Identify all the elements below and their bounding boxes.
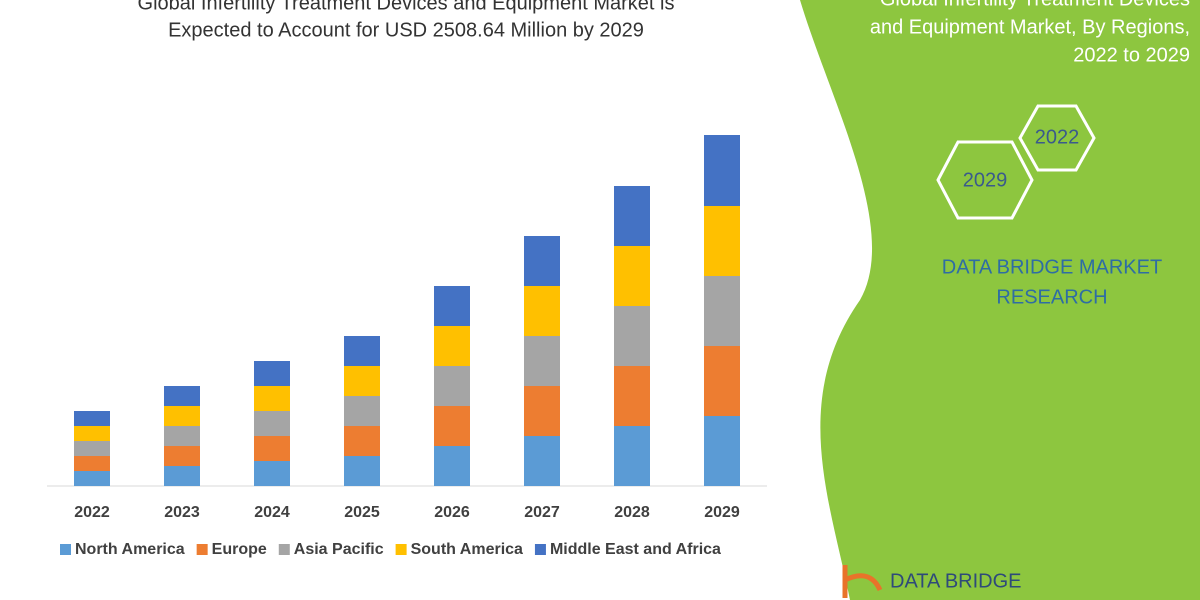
bar-segment xyxy=(254,461,290,486)
logo-icon xyxy=(842,565,883,598)
bar-segment xyxy=(434,326,470,366)
bar-segment xyxy=(74,441,110,456)
bar-segment xyxy=(344,396,380,426)
legend-label: Europe xyxy=(212,541,267,558)
bar-segment xyxy=(164,386,200,406)
bar-segment xyxy=(254,361,290,386)
hexagon xyxy=(936,140,1034,220)
legend-label: North America xyxy=(75,541,185,558)
bar-segment xyxy=(524,336,560,386)
x-tick-label: 2023 xyxy=(164,504,200,521)
bar-segment xyxy=(164,446,200,466)
bar-segment xyxy=(344,336,380,366)
titles: Global Infertility Treatment Devices and… xyxy=(138,0,1190,66)
bar-segment xyxy=(524,436,560,486)
bar-segment xyxy=(524,236,560,286)
bar-segment xyxy=(704,135,740,206)
legend-swatch xyxy=(534,544,546,555)
bar-segment xyxy=(164,406,200,426)
bar-segment xyxy=(524,286,560,336)
chart: 2022 2023 2024 2025 2026 2027 2028 2029 North Am… xyxy=(47,135,767,558)
brand-text: RESEARCH xyxy=(996,286,1107,308)
bar-segment xyxy=(164,426,200,446)
bar-segment xyxy=(74,471,110,486)
x-tick-label: 2024 xyxy=(254,504,290,521)
chart-title: Expected to Account for USD 2508.64 Mill… xyxy=(168,19,644,41)
panel-title: Global Infertility Treatment Devices xyxy=(880,0,1190,10)
legend-label: Asia Pacific xyxy=(294,541,384,558)
legend-swatch xyxy=(395,544,407,555)
bar-segment xyxy=(254,411,290,436)
legend-label: Middle East and Africa xyxy=(550,541,721,558)
logo-text: DATA BRIDGE xyxy=(890,570,1022,592)
legend-swatch xyxy=(196,544,208,555)
x-tick-label: 2028 xyxy=(614,504,650,521)
hexagons xyxy=(936,104,1096,220)
x-tick-label: 2022 xyxy=(74,504,110,521)
bar-segment xyxy=(614,186,650,246)
bar-segment xyxy=(614,306,650,366)
bar-segment xyxy=(344,426,380,456)
legend-swatch xyxy=(278,544,290,555)
bar-segment xyxy=(344,456,380,486)
panel-title: and Equipment Market, By Regions, xyxy=(870,16,1190,38)
legend-label: South America xyxy=(411,541,523,558)
hexagon-label: 2022 xyxy=(1035,126,1080,148)
bar-segment xyxy=(704,276,740,346)
bar-segment xyxy=(614,366,650,426)
bar-segment xyxy=(344,366,380,396)
bar-segment xyxy=(614,246,650,306)
bar-segment xyxy=(614,426,650,486)
x-tick-label: 2026 xyxy=(434,504,470,521)
bar-segment xyxy=(524,386,560,436)
hexagon-label: 2029 xyxy=(963,169,1008,191)
x-tick-label: 2027 xyxy=(524,504,560,521)
green-panel xyxy=(800,0,1200,600)
bar-segment xyxy=(74,426,110,441)
x-tick-label: 2029 xyxy=(704,504,740,521)
bar-segment xyxy=(434,406,470,446)
chart-title: Global Infertility Treatment Devices and… xyxy=(138,0,675,14)
bar-segment xyxy=(704,346,740,416)
bar-segment xyxy=(74,411,110,426)
bar-segment xyxy=(254,436,290,461)
hexagon xyxy=(1018,104,1096,172)
brand-text: DATA BRIDGE MARKET xyxy=(942,256,1162,278)
x-tick-label: 2025 xyxy=(344,504,380,521)
bar-segment xyxy=(434,286,470,326)
bar-segment xyxy=(74,456,110,471)
bar-segment xyxy=(164,466,200,486)
panel-title: 2022 to 2029 xyxy=(1073,44,1190,66)
bar-segment xyxy=(704,206,740,276)
legend-swatch xyxy=(60,544,71,555)
bar-segment xyxy=(704,416,740,486)
bar-segment xyxy=(434,366,470,406)
bar-segment xyxy=(434,446,470,486)
bar-segment xyxy=(254,386,290,411)
